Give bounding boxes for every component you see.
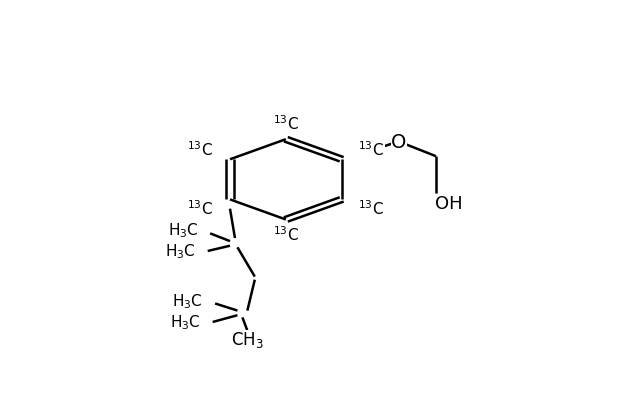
Text: $^{13}$C: $^{13}$C: [188, 199, 213, 218]
Text: $^{13}$C: $^{13}$C: [273, 114, 299, 133]
Text: H$_3$C: H$_3$C: [168, 221, 198, 240]
Text: H$_3$C: H$_3$C: [173, 292, 203, 311]
Text: $^{13}$C: $^{13}$C: [358, 199, 385, 218]
Text: O: O: [391, 133, 406, 152]
Text: H$_3$C: H$_3$C: [165, 243, 196, 261]
Text: OH: OH: [435, 195, 462, 213]
Text: $^{13}$C: $^{13}$C: [273, 226, 299, 244]
Text: $^{13}$C: $^{13}$C: [358, 141, 385, 159]
Text: H$_3$C: H$_3$C: [170, 314, 201, 332]
Text: $^{13}$C: $^{13}$C: [188, 141, 213, 159]
Text: CH$_3$: CH$_3$: [231, 330, 264, 350]
